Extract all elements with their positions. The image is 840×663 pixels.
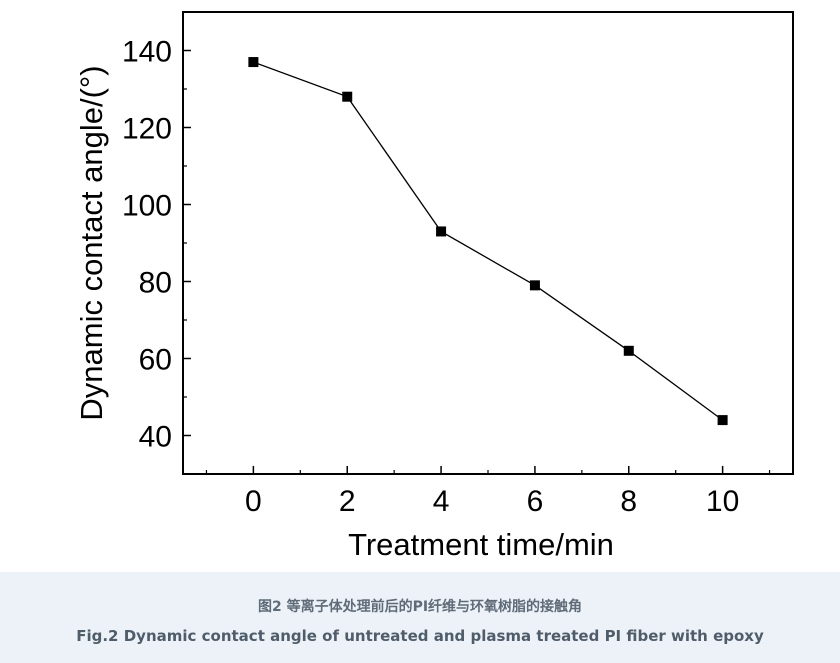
data-point-marker bbox=[623, 345, 634, 356]
line-chart: 0 2 4 6 8 10 40 60 80 100 120 140 Treatment time/mi… bbox=[74, 11, 794, 562]
data-point-marker bbox=[342, 91, 353, 102]
x-tick-label: 10 bbox=[706, 485, 739, 518]
x-tick-label: 0 bbox=[245, 485, 262, 518]
x-axis-title: Treatment time/min bbox=[348, 527, 614, 562]
x-tick-label: 2 bbox=[339, 485, 356, 518]
x-tick-label: 6 bbox=[527, 485, 544, 518]
y-tick-label: 40 bbox=[139, 421, 172, 454]
data-point-marker bbox=[717, 415, 728, 426]
data-point-marker bbox=[529, 280, 540, 291]
y-tick-label: 100 bbox=[122, 190, 172, 223]
chart-area: 0 2 4 6 8 10 40 60 80 100 120 140 Treatment time/mi… bbox=[74, 11, 794, 562]
caption-chinese: 图2 等离子体处理前后的PI纤维与环氧树脂的接触角 bbox=[257, 599, 583, 615]
x-tick-label: 8 bbox=[620, 485, 637, 518]
caption-bar: 图2 等离子体处理前后的PI纤维与环氧树脂的接触角 Fig.2 Dynamic … bbox=[0, 572, 840, 663]
markers-layer bbox=[248, 57, 728, 426]
y-tick-label: 60 bbox=[139, 344, 172, 377]
caption-english: Fig.2 Dynamic contact angle of untreated… bbox=[76, 627, 764, 645]
data-point-marker bbox=[436, 226, 447, 237]
y-tick-label: 120 bbox=[122, 113, 172, 146]
data-point-marker bbox=[248, 57, 259, 68]
y-axis-title: Dynamic contact angle/(°) bbox=[74, 65, 109, 420]
y-tick-label: 80 bbox=[139, 267, 172, 300]
ticks-layer bbox=[183, 11, 771, 475]
x-tick-label: 4 bbox=[433, 485, 450, 518]
y-tick-label: 140 bbox=[122, 36, 172, 69]
series-line bbox=[253, 61, 724, 421]
tick-labels-layer: 0 2 4 6 8 10 40 60 80 100 120 140 bbox=[122, 36, 739, 519]
